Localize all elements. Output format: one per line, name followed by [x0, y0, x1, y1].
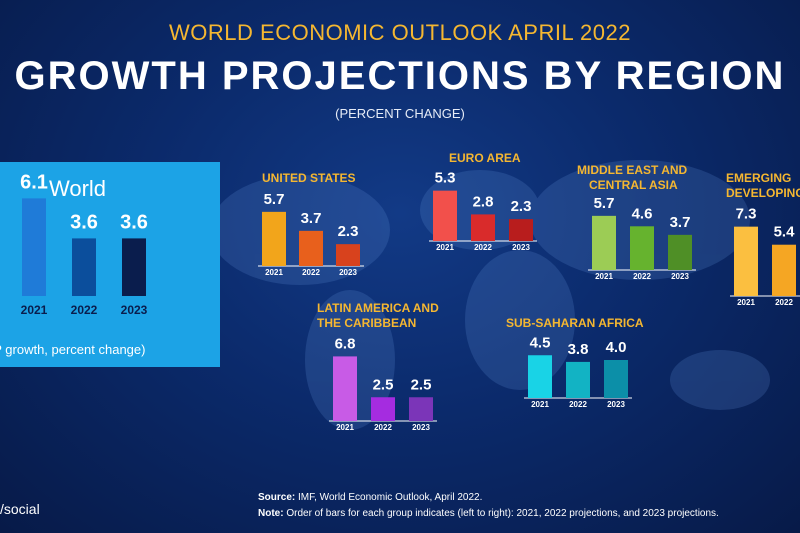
world-panel-title: World	[48, 176, 107, 201]
ssa-value-label-2021: 4.5	[530, 334, 551, 351]
subtitle: (PERCENT CHANGE)	[335, 106, 465, 121]
euro-tick-label-2021: 2021	[436, 243, 454, 252]
ssa-bar-2022	[566, 361, 590, 398]
lac-bar-2022	[371, 397, 395, 421]
region-label-emde-line2: DEVELOPING	[726, 186, 800, 200]
lac-bar-2021	[333, 356, 357, 421]
source-line: Source: IMF, World Economic Outlook, Apr…	[258, 492, 482, 503]
region-label-lac: LATIN AMERICA AND THE CARIBBEAN	[317, 301, 439, 331]
lac-value-label-2021: 6.8	[335, 335, 356, 352]
world-value-label-2023: 3.6	[120, 211, 148, 233]
region-label-ssa: SUB-SAHARAN AFRICA	[506, 316, 644, 330]
meca-tick-label-2022: 2022	[633, 272, 651, 281]
lac-value-label-2023: 2.5	[411, 376, 432, 393]
us-value-label-2021: 5.7	[264, 191, 285, 208]
euro-tick-label-2022: 2022	[474, 243, 492, 252]
region-label-lac-line2: THE CARIBBEAN	[317, 316, 417, 330]
page-title: GROWTH PROJECTIONS BY REGION	[14, 54, 786, 98]
emde-tick-label-2021: 2021	[737, 298, 755, 307]
us-value-label-2023: 2.3	[338, 223, 359, 240]
note-line: Note: Order of bars for each group indic…	[258, 508, 719, 519]
world-tick-label-2021: 2021	[21, 303, 48, 317]
lac-tick-label-2021: 2021	[336, 423, 354, 432]
lac-tick-label-2023: 2023	[412, 423, 430, 432]
world-panel-footer: al GDP growth, percent change)	[0, 342, 146, 357]
meca-tick-label-2023: 2023	[671, 272, 689, 281]
us-bar-2022	[299, 230, 323, 266]
meca-value-label-2022: 4.6	[632, 205, 653, 222]
euro-value-label-2022: 2.8	[473, 193, 494, 210]
euro-bar-2022	[471, 214, 495, 241]
supertitle: WORLD ECONOMIC OUTLOOK APRIL 2022	[169, 20, 631, 45]
lac-tick-label-2022: 2022	[374, 423, 392, 432]
us-bar-2021	[262, 211, 286, 266]
us-tick-label-2021: 2021	[265, 268, 283, 277]
ssa-value-label-2023: 4.0	[606, 339, 627, 356]
meca-bar-2023	[668, 234, 692, 270]
world-bar-2022	[72, 238, 96, 296]
note-text: Order of bars for each group indicates (…	[286, 508, 719, 519]
world-tick-label-2022: 2022	[71, 303, 98, 317]
lac-value-label-2022: 2.5	[373, 376, 394, 393]
world-value-label-2021: 6.1	[20, 171, 48, 193]
lac-bar-2023	[409, 397, 433, 421]
ssa-bar-2023	[604, 360, 628, 398]
meca-value-label-2021: 5.7	[594, 195, 615, 212]
emde-bar-2021	[734, 226, 758, 296]
euro-value-label-2021: 5.3	[435, 170, 456, 187]
region-label-emde: EMERGING DEVELOPING	[726, 171, 800, 201]
ssa-value-label-2022: 3.8	[568, 341, 589, 358]
region-label-lac-line1: LATIN AMERICA AND	[317, 301, 439, 315]
ssa-tick-label-2023: 2023	[607, 400, 625, 409]
emde-tick-label-2022: 2022	[775, 298, 793, 307]
region-label-meca: MIDDLE EAST AND CENTRAL ASIA	[577, 163, 687, 193]
us-tick-label-2023: 2023	[339, 268, 357, 277]
euro-bar-2023	[509, 219, 533, 241]
meca-tick-label-2021: 2021	[595, 272, 613, 281]
us-tick-label-2022: 2022	[302, 268, 320, 277]
region-label-meca-line2: CENTRAL ASIA	[589, 178, 678, 192]
world-value-label-2022: 3.6	[70, 211, 98, 233]
emde-value-label-2021: 7.3	[736, 206, 757, 223]
emde-value-label-2022: 5.4	[774, 224, 796, 241]
euro-value-label-2023: 2.3	[511, 198, 532, 215]
social-handle: /social	[0, 501, 40, 517]
meca-bar-2021	[592, 215, 616, 270]
emde-bar-2022	[772, 244, 796, 296]
source-label: Source:	[258, 492, 296, 503]
note-label: Note:	[258, 508, 284, 519]
region-label-us: UNITED STATES	[262, 171, 356, 185]
world-bar-2023	[122, 238, 146, 296]
region-label-emde-line1: EMERGING	[726, 171, 792, 185]
world-tick-label-2023: 2023	[121, 303, 148, 317]
ssa-tick-label-2022: 2022	[569, 400, 587, 409]
ssa-tick-label-2021: 2021	[531, 400, 549, 409]
ssa-bar-2021	[528, 355, 552, 398]
source-text: IMF, World Economic Outlook, April 2022.	[298, 492, 483, 503]
region-label-meca-line1: MIDDLE EAST AND	[577, 163, 688, 177]
us-bar-2023	[336, 244, 360, 266]
region-label-euro: EURO AREA	[449, 151, 521, 165]
us-value-label-2022: 3.7	[301, 210, 322, 227]
euro-bar-2021	[433, 190, 457, 241]
meca-value-label-2023: 3.7	[670, 214, 691, 231]
euro-tick-label-2023: 2023	[512, 243, 530, 252]
meca-bar-2022	[630, 226, 654, 270]
world-bar-2021	[22, 198, 46, 296]
